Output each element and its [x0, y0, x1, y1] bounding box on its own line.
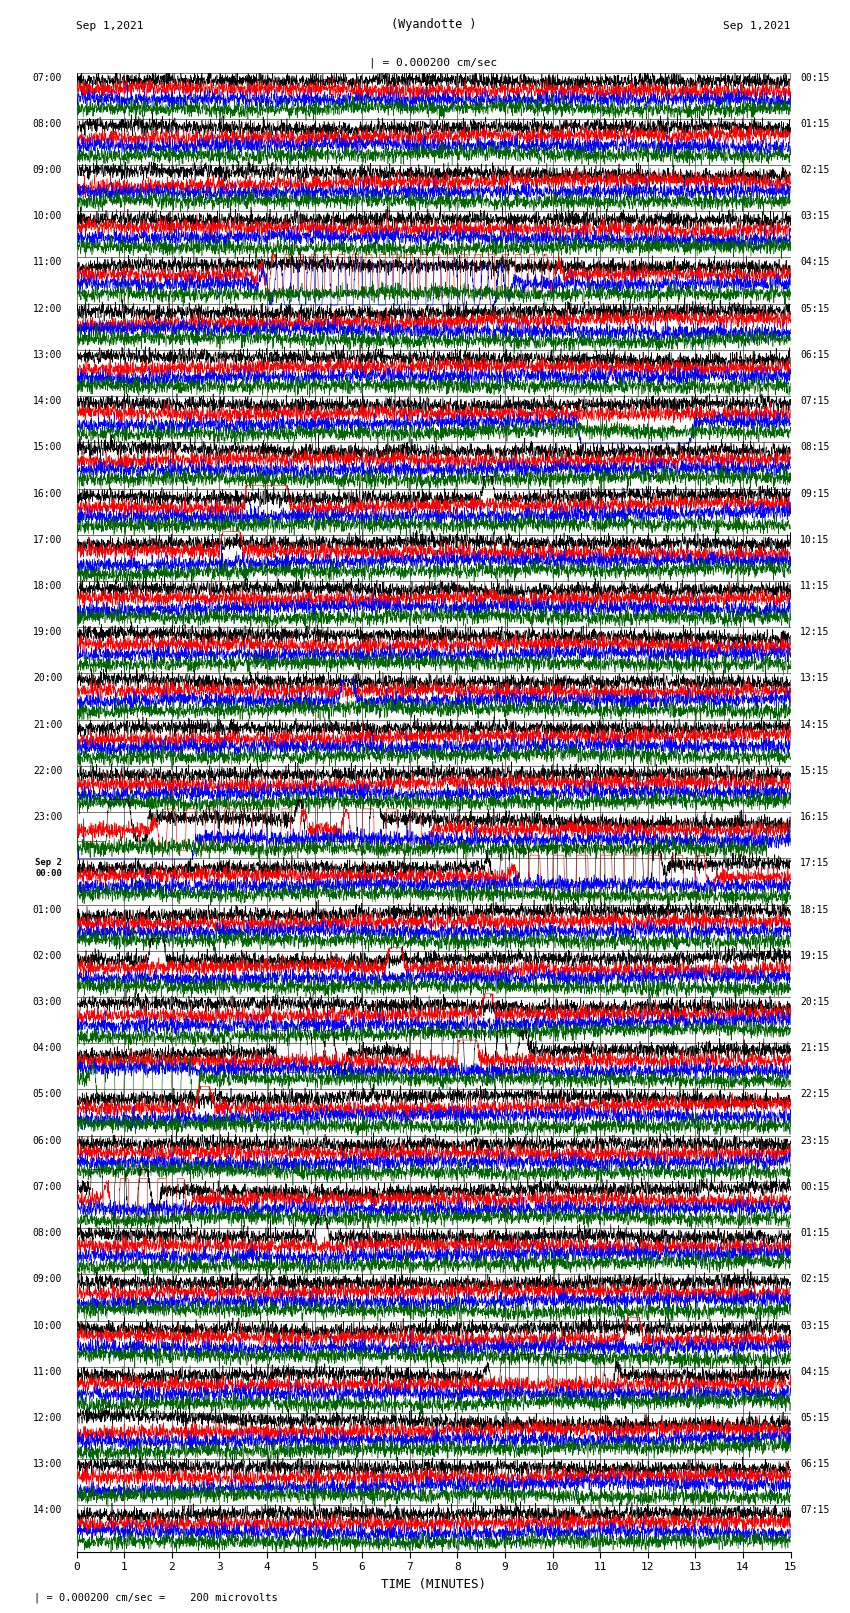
Text: 10:15: 10:15: [800, 536, 830, 545]
Text: 04:15: 04:15: [800, 1366, 830, 1378]
Text: 07:00: 07:00: [33, 73, 62, 82]
Text: 12:15: 12:15: [800, 627, 830, 637]
Text: 18:15: 18:15: [800, 905, 830, 915]
Text: 05:15: 05:15: [800, 1413, 830, 1423]
Text: 12:00: 12:00: [33, 1413, 62, 1423]
Text: 02:15: 02:15: [800, 165, 830, 176]
Text: 17:15: 17:15: [800, 858, 830, 868]
Text: 03:15: 03:15: [800, 211, 830, 221]
Text: 11:15: 11:15: [800, 581, 830, 590]
Text: 20:00: 20:00: [33, 674, 62, 684]
Text: 14:15: 14:15: [800, 719, 830, 729]
Text: | = 0.000200 cm/sec =    200 microvolts: | = 0.000200 cm/sec = 200 microvolts: [34, 1592, 278, 1603]
Text: 08:00: 08:00: [33, 119, 62, 129]
Text: 14:00: 14:00: [33, 397, 62, 406]
Text: 01:00: 01:00: [33, 905, 62, 915]
Text: 19:15: 19:15: [800, 950, 830, 961]
Text: Sep 1,2021: Sep 1,2021: [76, 21, 144, 31]
Text: 20:15: 20:15: [800, 997, 830, 1007]
Text: 11:00: 11:00: [33, 258, 62, 268]
Text: 00:15: 00:15: [800, 73, 830, 82]
Text: 01:15: 01:15: [800, 119, 830, 129]
Text: 07:15: 07:15: [800, 397, 830, 406]
Text: 05:00: 05:00: [33, 1089, 62, 1100]
Text: 02:00: 02:00: [33, 950, 62, 961]
Text: 06:15: 06:15: [800, 350, 830, 360]
Text: 01:15: 01:15: [800, 1227, 830, 1239]
Text: 13:00: 13:00: [33, 350, 62, 360]
Text: 14:00: 14:00: [33, 1505, 62, 1516]
Text: Sep 1,2021: Sep 1,2021: [723, 21, 791, 31]
Text: 09:00: 09:00: [33, 165, 62, 176]
Text: 23:15: 23:15: [800, 1136, 830, 1145]
Text: 15:00: 15:00: [33, 442, 62, 452]
Text: 09:15: 09:15: [800, 489, 830, 498]
Text: Sep 2
00:00: Sep 2 00:00: [36, 858, 62, 877]
Text: 06:15: 06:15: [800, 1460, 830, 1469]
X-axis label: TIME (MINUTES): TIME (MINUTES): [381, 1578, 486, 1590]
Text: | = 0.000200 cm/sec: | = 0.000200 cm/sec: [370, 58, 497, 68]
Text: 22:15: 22:15: [800, 1089, 830, 1100]
Text: 06:00: 06:00: [33, 1136, 62, 1145]
Text: 17:00: 17:00: [33, 536, 62, 545]
Text: 04:00: 04:00: [33, 1044, 62, 1053]
Text: 08:15: 08:15: [800, 442, 830, 452]
Text: 08:00: 08:00: [33, 1227, 62, 1239]
Text: 03:15: 03:15: [800, 1321, 830, 1331]
Text: 05:15: 05:15: [800, 303, 830, 313]
Text: 07:00: 07:00: [33, 1182, 62, 1192]
Text: 13:00: 13:00: [33, 1460, 62, 1469]
Text: 16:00: 16:00: [33, 489, 62, 498]
Text: 09:00: 09:00: [33, 1274, 62, 1284]
Text: 23:00: 23:00: [33, 813, 62, 823]
Text: (Wyandotte ): (Wyandotte ): [391, 18, 476, 31]
Text: 21:00: 21:00: [33, 719, 62, 729]
Text: 00:15: 00:15: [800, 1182, 830, 1192]
Text: 03:00: 03:00: [33, 997, 62, 1007]
Text: 07:15: 07:15: [800, 1505, 830, 1516]
Text: 15:15: 15:15: [800, 766, 830, 776]
Text: 19:00: 19:00: [33, 627, 62, 637]
Text: 16:15: 16:15: [800, 813, 830, 823]
Text: 21:15: 21:15: [800, 1044, 830, 1053]
Text: 22:00: 22:00: [33, 766, 62, 776]
Text: 12:00: 12:00: [33, 303, 62, 313]
Text: 02:15: 02:15: [800, 1274, 830, 1284]
Text: 04:15: 04:15: [800, 258, 830, 268]
Text: 18:00: 18:00: [33, 581, 62, 590]
Text: 10:00: 10:00: [33, 211, 62, 221]
Text: 11:00: 11:00: [33, 1366, 62, 1378]
Text: 10:00: 10:00: [33, 1321, 62, 1331]
Text: 13:15: 13:15: [800, 674, 830, 684]
